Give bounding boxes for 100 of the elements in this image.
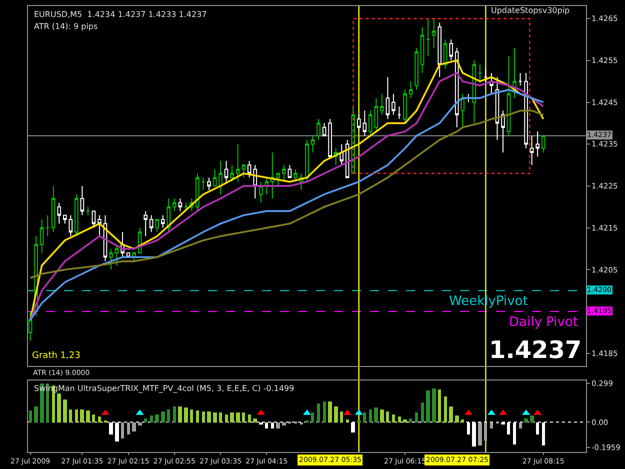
bar: [519, 422, 522, 429]
bar: [386, 412, 389, 423]
bar: [271, 422, 274, 429]
candlestick: [501, 110, 505, 153]
candlestick: [438, 22, 442, 78]
bar: [86, 410, 90, 423]
candlestick: [426, 18, 430, 57]
candlestick: [340, 144, 344, 166]
bar: [409, 418, 412, 423]
annotation: UpdateStopsv30pip: [491, 6, 570, 15]
bar: [173, 406, 176, 423]
bar: [225, 414, 228, 423]
bar: [438, 390, 441, 423]
bar: [230, 412, 234, 423]
text: EURUSD,M5 1.4234 1.4237 1.4233 1.4237: [34, 10, 207, 19]
candlestick: [178, 198, 182, 212]
bar: [426, 390, 430, 423]
candlestick: [46, 214, 50, 237]
bar: [190, 410, 193, 423]
bar: [248, 414, 251, 423]
bar: [121, 422, 124, 439]
candlestick: [86, 206, 90, 216]
bar: [334, 406, 338, 423]
candlestick: [478, 64, 482, 82]
candlestick: [242, 164, 246, 178]
bar: [490, 422, 493, 429]
candlestick: [506, 56, 511, 136]
candlestick: [80, 185, 84, 216]
bar: [202, 412, 205, 423]
bar: [369, 410, 372, 423]
annotation: Grath 1,23: [32, 351, 80, 361]
bar: [144, 418, 147, 423]
candlestick: [541, 135, 546, 153]
bar: [184, 408, 188, 423]
bar: [127, 422, 130, 435]
bar: [196, 410, 199, 423]
bar: [530, 416, 534, 423]
candlestick: [322, 122, 326, 136]
bar: [317, 404, 320, 423]
bar: [380, 410, 384, 423]
candlestick: [230, 164, 234, 182]
candlestick: [98, 214, 102, 237]
bar: [80, 410, 84, 423]
bar: [150, 416, 153, 423]
bar: [282, 422, 286, 426]
candlestick: [207, 177, 211, 191]
candlestick: [270, 152, 274, 200]
candlestick: [420, 26, 424, 74]
bar: [478, 422, 482, 446]
bar: [444, 396, 447, 423]
candlestick: [282, 164, 286, 182]
candlestick: [258, 181, 263, 204]
bar: [69, 410, 72, 423]
bar: [265, 422, 268, 429]
candlestick: [144, 210, 148, 237]
bar: [167, 410, 170, 423]
candlestick: [518, 72, 522, 86]
bar: [57, 394, 61, 423]
bar: [363, 412, 366, 423]
candlestick: [224, 160, 228, 182]
bar: [398, 416, 401, 423]
candlestick: [114, 244, 119, 266]
bar: [328, 402, 332, 423]
ref-line-label: Daily Pivot: [509, 315, 578, 330]
bar: [484, 422, 487, 441]
candlestick: [40, 218, 44, 254]
candlestick: [201, 177, 206, 191]
bar: [323, 402, 326, 423]
bar: [132, 422, 136, 432]
bar: [432, 388, 436, 423]
bar: [207, 412, 211, 423]
bar: [415, 412, 418, 423]
line-series: [29, 110, 544, 279]
candlestick: [386, 76, 390, 120]
candlestick: [109, 248, 113, 270]
candlestick: [374, 98, 378, 132]
candlestick: [288, 164, 292, 178]
candlestick: [530, 135, 534, 166]
candlestick: [294, 168, 298, 182]
candlestick: [212, 168, 217, 186]
candlestick: [172, 198, 176, 212]
candlestick: [397, 106, 402, 120]
candlestick: [380, 93, 384, 116]
candlestick: [316, 118, 320, 140]
candlestick: [408, 80, 413, 99]
candlestick: [524, 72, 528, 149]
bar: [213, 412, 217, 423]
bar: [449, 406, 453, 423]
bar: [34, 406, 38, 423]
candlestick: [310, 135, 315, 153]
bar: [524, 418, 528, 423]
bar: [98, 416, 101, 423]
candlestick: [264, 177, 269, 195]
candlestick: [403, 89, 407, 124]
candlestick: [484, 68, 488, 86]
candlestick: [305, 139, 309, 182]
bar: [242, 412, 245, 423]
bar: [276, 422, 280, 429]
candlestick: [218, 160, 222, 195]
bar: [236, 412, 240, 423]
